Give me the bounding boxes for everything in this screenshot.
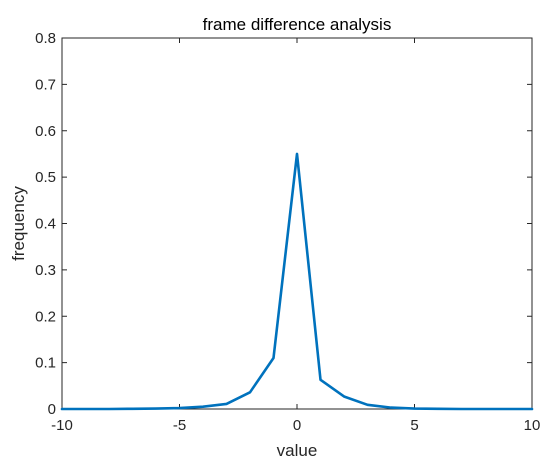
y-tick-label: 0.5: [35, 169, 56, 186]
series-line: [60, 152, 534, 411]
y-tick-label: 0.7: [35, 76, 56, 93]
x-tick-label: 10: [524, 417, 541, 434]
x-tick-label: -10: [51, 417, 73, 434]
y-tick-label: 0.8: [35, 30, 56, 47]
series-layer: [60, 152, 534, 411]
y-axis: 0 0.1 0.2 0.3 0.4 0.5 0.6 0.7 0.8: [35, 30, 532, 418]
x-tick-label: -5: [173, 417, 186, 434]
plot-area: [61, 37, 533, 410]
x-tick-label: 5: [410, 417, 418, 434]
x-axis-title: value: [277, 441, 318, 460]
x-tick-label: 0: [293, 417, 301, 434]
y-tick-label: 0.6: [35, 123, 56, 140]
chart-title: frame difference analysis: [203, 15, 392, 34]
y-axis-title: frequency: [9, 186, 28, 261]
y-tick-label: 0.4: [35, 216, 56, 233]
x-axis: -10 -5 0 5 10: [51, 38, 540, 434]
y-tick-label: 0.2: [35, 308, 56, 325]
y-tick-label: 0.1: [35, 355, 56, 372]
y-tick-label: 0: [48, 401, 56, 418]
y-tick-label: 0.3: [35, 262, 56, 279]
